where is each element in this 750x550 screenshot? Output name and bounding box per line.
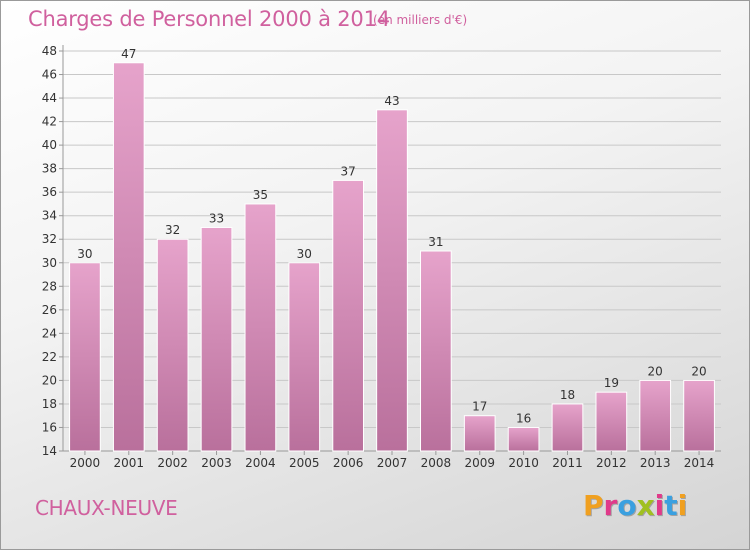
y-tick-label: 26 (42, 303, 57, 317)
y-tick-label: 30 (42, 256, 57, 270)
data-label: 33 (209, 211, 224, 225)
chart-title: Charges de Personnel 2000 à 2014 (28, 7, 390, 31)
bar (200, 226, 233, 452)
logo-letter: i (654, 489, 665, 522)
data-label: 43 (384, 94, 399, 108)
data-label: 20 (648, 364, 663, 378)
logo-letter: i (677, 489, 688, 522)
y-tick-label: 46 (42, 68, 57, 82)
bar (507, 426, 540, 452)
y-tick-label: 40 (42, 138, 57, 152)
y-tick-label: 44 (42, 91, 57, 105)
bar (463, 415, 496, 452)
bar (420, 250, 452, 452)
x-tick-label: 2010 (508, 456, 539, 470)
data-label: 18 (560, 388, 575, 402)
x-tick-label: 2005 (289, 456, 320, 470)
proxiti-logo: Proxiti (583, 489, 687, 522)
bar (639, 379, 672, 452)
y-tick-label: 38 (42, 162, 57, 176)
y-tick-label: 28 (42, 279, 57, 293)
chart-subtitle: (en milliers d'€) (373, 13, 468, 27)
x-tick-label: 2008 (421, 456, 452, 470)
y-tick-label: 14 (42, 444, 57, 458)
bar (288, 262, 321, 452)
bar (683, 379, 715, 452)
bar (244, 203, 277, 452)
data-label: 20 (691, 364, 706, 378)
logo-letter: P (583, 489, 604, 522)
x-tick-label: 2006 (333, 456, 364, 470)
bar (551, 403, 584, 452)
data-label: 47 (121, 47, 136, 61)
bar (69, 262, 101, 452)
x-tick-label: 2001 (114, 456, 145, 470)
y-tick-label: 36 (42, 185, 57, 199)
y-tick-label: 32 (42, 232, 57, 246)
x-tick-label: 2000 (70, 456, 101, 470)
x-tick-label: 2013 (640, 456, 671, 470)
y-tick-label: 24 (42, 326, 57, 340)
y-tick-label: 22 (42, 350, 57, 364)
logo-letter: r (603, 489, 618, 522)
bar (376, 109, 408, 452)
y-tick-label: 42 (42, 115, 57, 129)
data-label: 19 (604, 376, 619, 390)
data-label: 32 (165, 223, 180, 237)
x-tick-label: 2014 (684, 456, 715, 470)
data-label: 31 (428, 235, 443, 249)
logo-letter: x (636, 489, 655, 522)
data-label: 35 (253, 188, 268, 202)
data-label: 30 (77, 247, 92, 261)
data-label: 30 (297, 247, 312, 261)
x-tick-label: 2007 (377, 456, 408, 470)
y-tick-label: 18 (42, 397, 57, 411)
logo-letter: t (664, 489, 678, 522)
bar (112, 62, 145, 452)
place-name: CHAUX-NEUVE (35, 496, 178, 520)
logo-letter: o (617, 489, 637, 522)
data-label: 37 (340, 164, 355, 178)
x-tick-label: 2011 (552, 456, 583, 470)
x-tick-label: 2009 (464, 456, 495, 470)
y-tick-label: 48 (42, 44, 57, 58)
y-tick-label: 16 (42, 420, 57, 434)
x-tick-label: 2003 (201, 456, 232, 470)
bar (156, 238, 189, 452)
x-tick-label: 2012 (596, 456, 627, 470)
x-tick-label: 2002 (157, 456, 188, 470)
bar (332, 179, 364, 452)
data-label: 16 (516, 411, 531, 425)
x-tick-label: 2004 (245, 456, 276, 470)
y-tick-label: 34 (42, 209, 57, 223)
y-tick-label: 20 (42, 373, 57, 387)
bar (595, 391, 628, 452)
data-label: 17 (472, 400, 487, 414)
